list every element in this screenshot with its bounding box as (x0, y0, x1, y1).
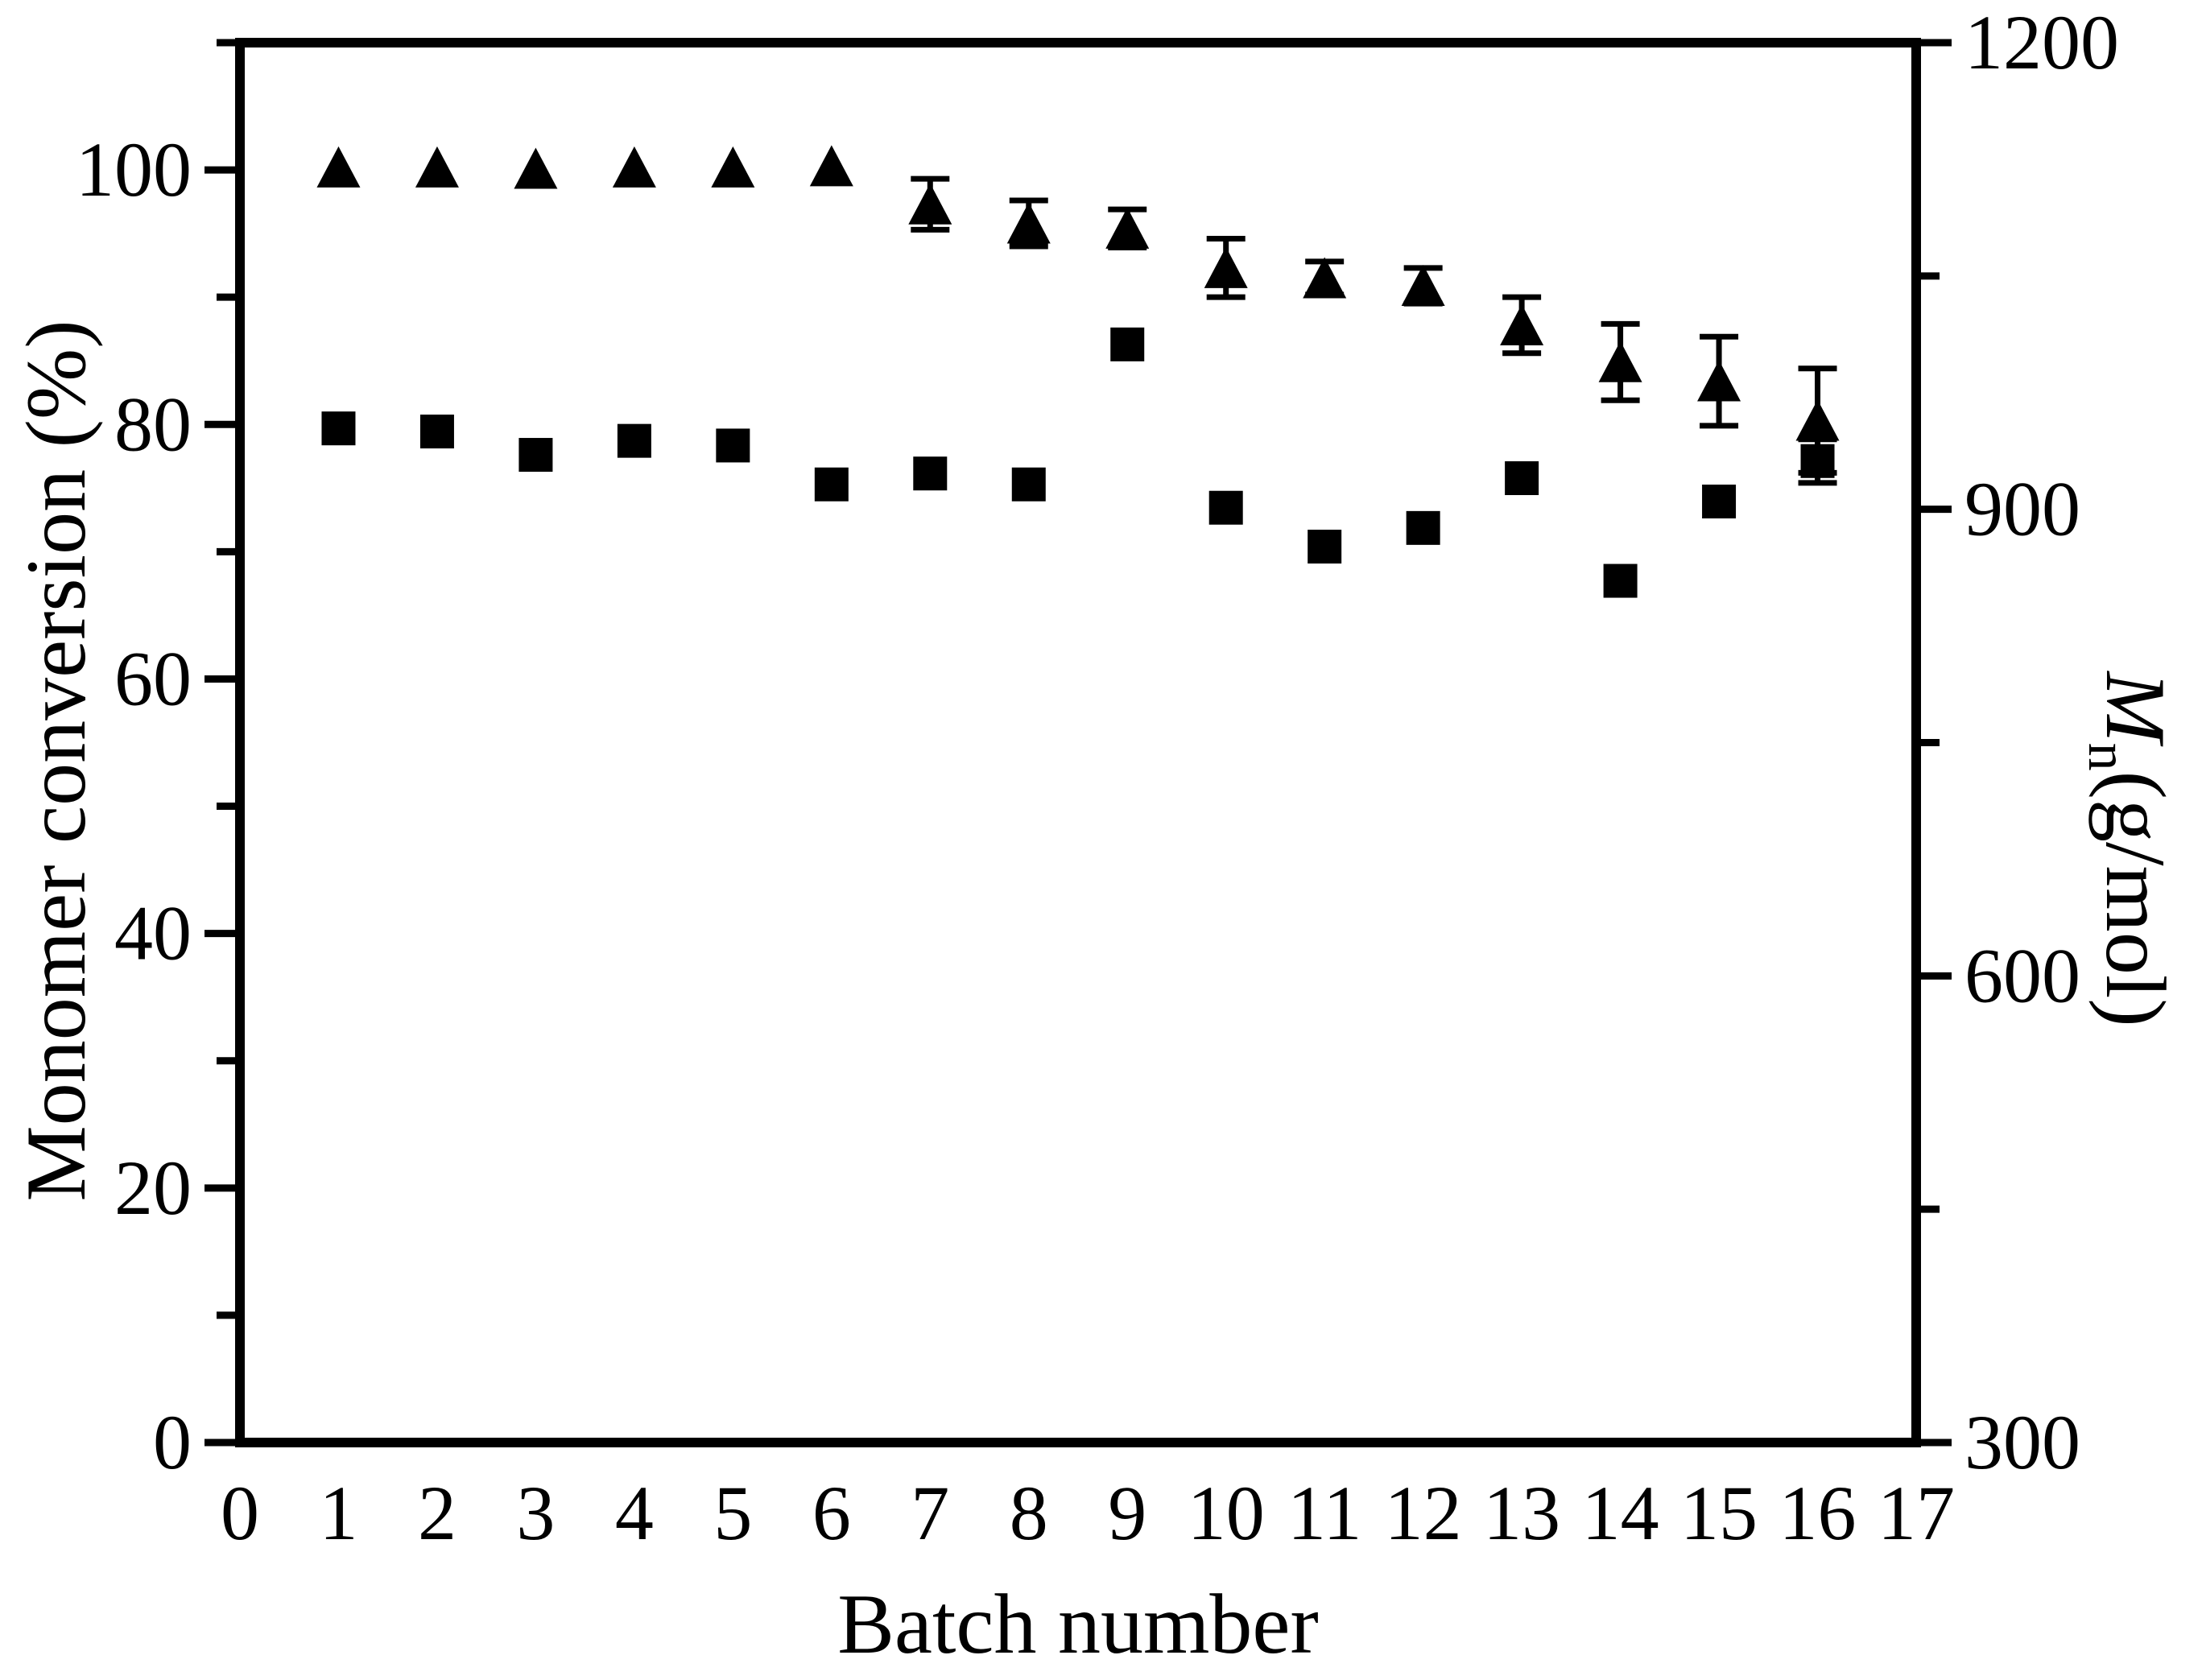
x-tick-label: 8 (1010, 1470, 1048, 1556)
right-axis-title-symbol: M (2088, 671, 2183, 743)
triangle-marker (1697, 360, 1741, 402)
square-marker (419, 415, 454, 449)
triangle-marker (1795, 399, 1840, 441)
x-tick-label: 3 (516, 1470, 555, 1556)
triangle-marker (711, 146, 755, 188)
x-tick-label: 11 (1287, 1470, 1361, 1556)
x-tick-label: 0 (221, 1470, 259, 1556)
square-marker (518, 438, 553, 473)
square-marker (1702, 485, 1737, 519)
left-tick-label: 80 (114, 381, 192, 467)
triangle-marker (809, 145, 853, 187)
x-tick-label: 10 (1188, 1470, 1265, 1556)
right-axis-title: Mn(g/mol) (2076, 671, 2183, 1026)
square-marker (716, 428, 750, 463)
right-axis-title-units: (g/mol) (2088, 770, 2183, 1027)
right-axis-title-subscript: n (2076, 742, 2138, 771)
right-tick-label: 1200 (1964, 0, 2119, 85)
x-tick-label: 13 (1483, 1470, 1560, 1556)
square-marker (617, 423, 651, 458)
triangle-marker (1598, 341, 1642, 382)
left-tick-label: 20 (114, 1145, 192, 1231)
triangle-marker (1105, 207, 1150, 249)
right-tick-label: 600 (1964, 932, 2080, 1018)
plot-frame (235, 38, 1921, 1447)
x-tick-label: 15 (1680, 1470, 1758, 1556)
x-axis-title: Batch number (837, 1577, 1319, 1671)
x-tick-label: 12 (1385, 1470, 1462, 1556)
x-tick-label: 5 (713, 1470, 752, 1556)
x-tick-label: 1 (319, 1470, 357, 1556)
triangle-marker (1500, 303, 1544, 345)
triangle-marker (316, 146, 361, 188)
x-tick-label: 17 (1878, 1470, 1955, 1556)
triangle-marker (415, 146, 459, 188)
triangle-marker (1401, 264, 1445, 306)
x-tick-label: 2 (418, 1470, 457, 1556)
right-tick-label: 300 (1964, 1399, 2080, 1485)
x-tick-label: 6 (812, 1470, 851, 1556)
left-tick-label: 60 (114, 635, 192, 721)
square-marker (1208, 490, 1243, 525)
left-axis-title: Monomer conversion (%) (9, 320, 103, 1202)
left-tick-label: 40 (114, 890, 192, 976)
square-marker (1308, 530, 1342, 564)
triangle-marker (612, 146, 656, 188)
left-tick-label: 100 (76, 126, 192, 213)
triangle-marker (908, 183, 952, 225)
triangle-marker (514, 147, 558, 189)
triangle-marker (1006, 202, 1051, 244)
square-marker (814, 467, 849, 502)
square-marker (321, 411, 356, 446)
square-marker (1011, 467, 1046, 502)
x-tick-label: 9 (1108, 1470, 1146, 1556)
square-marker (1800, 444, 1835, 478)
square-marker (1505, 461, 1539, 496)
x-tick-label: 4 (615, 1470, 654, 1556)
square-marker (913, 456, 948, 491)
x-tick-label: 7 (911, 1470, 949, 1556)
x-tick-label: 14 (1582, 1470, 1659, 1556)
square-marker (1110, 327, 1145, 361)
triangle-marker (1303, 257, 1347, 299)
triangle-marker (1204, 246, 1248, 288)
square-marker (1406, 510, 1440, 545)
left-tick-label: 0 (153, 1399, 192, 1485)
square-marker (1603, 563, 1638, 598)
x-tick-label: 16 (1779, 1470, 1857, 1556)
right-tick-label: 900 (1964, 466, 2080, 552)
